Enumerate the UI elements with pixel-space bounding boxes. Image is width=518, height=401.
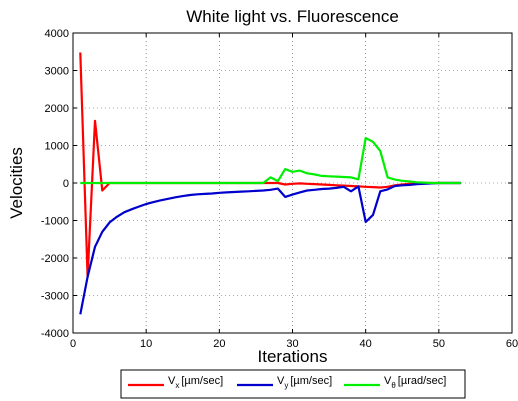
x-tick-label: 50 xyxy=(433,338,445,350)
legend-label-sub: y xyxy=(284,381,288,390)
y-tick-label: -3000 xyxy=(41,291,69,303)
x-tick-label: 30 xyxy=(286,338,298,350)
x-axis-label: Iterations xyxy=(258,347,328,366)
y-axis-label: Velocities xyxy=(7,147,26,219)
x-tick-label: 10 xyxy=(140,338,152,350)
chart-title: White light vs. Fluorescence xyxy=(186,7,399,26)
x-tick-label: 60 xyxy=(506,338,518,350)
legend: Vx [µm/sec] Vy [µm/sec] Vθ [µrad/sec] xyxy=(120,369,466,399)
y-tick-label: -2000 xyxy=(41,253,69,265)
legend-label-sub: x xyxy=(175,381,179,390)
series-line-y xyxy=(79,181,461,315)
legend-label-θ: Vθ [µrad/sec] xyxy=(384,375,446,390)
legend-label-unit: [µrad/sec] xyxy=(398,375,447,387)
y-tick-label: 1000 xyxy=(45,141,69,153)
legend-label-main: V xyxy=(168,375,176,387)
y-tick-label: -4000 xyxy=(41,328,69,340)
legend-label-sub: θ xyxy=(391,381,396,390)
legend-label-main: V xyxy=(384,375,392,387)
legend-label-main: V xyxy=(277,375,285,387)
x-tick-label: 0 xyxy=(70,338,76,350)
y-tick-label: 0 xyxy=(63,178,69,190)
series-layer xyxy=(79,52,461,315)
legend-label-x: Vx [µm/sec] xyxy=(168,375,223,390)
y-tick-label: -1000 xyxy=(41,216,69,228)
legend-label-unit: [µm/sec] xyxy=(290,375,332,387)
y-tick-label: 3000 xyxy=(45,66,69,78)
y-tick-label: 2000 xyxy=(45,103,69,115)
legend-label-y: Vy [µm/sec] xyxy=(277,375,332,390)
ticks: 0 10 20 30 40 50 60 -4000 -3000 -2000 -1000 0 1000 20… xyxy=(41,28,518,350)
y-tick-label: 4000 xyxy=(45,28,69,40)
x-tick-label: 40 xyxy=(360,338,372,350)
x-tick-label: 20 xyxy=(213,338,225,350)
series-line-θ xyxy=(80,136,461,185)
legend-label-unit: [µm/sec] xyxy=(181,375,223,387)
legend-box xyxy=(120,369,466,399)
